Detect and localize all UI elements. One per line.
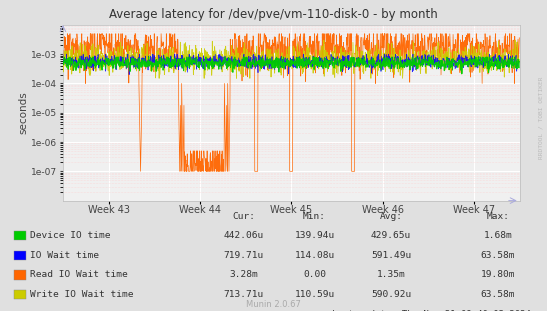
Text: Avg:: Avg: <box>380 212 403 220</box>
Text: 591.49u: 591.49u <box>371 251 411 260</box>
Text: Read IO Wait time: Read IO Wait time <box>30 271 128 279</box>
Text: 1.35m: 1.35m <box>377 271 405 279</box>
Text: 63.58m: 63.58m <box>480 290 515 299</box>
Text: 63.58m: 63.58m <box>480 251 515 260</box>
Text: 442.06u: 442.06u <box>223 231 264 240</box>
Text: Last update: Thu Nov 21 09:40:03 2024: Last update: Thu Nov 21 09:40:03 2024 <box>331 310 531 311</box>
Text: 3.28m: 3.28m <box>229 271 258 279</box>
Text: 713.71u: 713.71u <box>223 290 264 299</box>
Text: 139.94u: 139.94u <box>294 231 335 240</box>
Text: Min:: Min: <box>303 212 326 220</box>
Text: Device IO time: Device IO time <box>30 231 110 240</box>
Y-axis label: seconds: seconds <box>19 91 28 134</box>
Text: 110.59u: 110.59u <box>294 290 335 299</box>
Text: 114.08u: 114.08u <box>294 251 335 260</box>
Text: Average latency for /dev/pve/vm-110-disk-0 - by month: Average latency for /dev/pve/vm-110-disk… <box>109 8 438 21</box>
Text: Max:: Max: <box>486 212 509 220</box>
Text: 19.80m: 19.80m <box>480 271 515 279</box>
Text: Cur:: Cur: <box>232 212 255 220</box>
Text: 719.71u: 719.71u <box>223 251 264 260</box>
Text: Write IO Wait time: Write IO Wait time <box>30 290 133 299</box>
Text: 0.00: 0.00 <box>303 271 326 279</box>
Text: 429.65u: 429.65u <box>371 231 411 240</box>
Text: 590.92u: 590.92u <box>371 290 411 299</box>
Text: 1.68m: 1.68m <box>484 231 512 240</box>
Text: Munin 2.0.67: Munin 2.0.67 <box>246 299 301 309</box>
Text: IO Wait time: IO Wait time <box>30 251 99 260</box>
Text: RRDTOOL / TOBI OETIKER: RRDTOOL / TOBI OETIKER <box>538 77 543 160</box>
